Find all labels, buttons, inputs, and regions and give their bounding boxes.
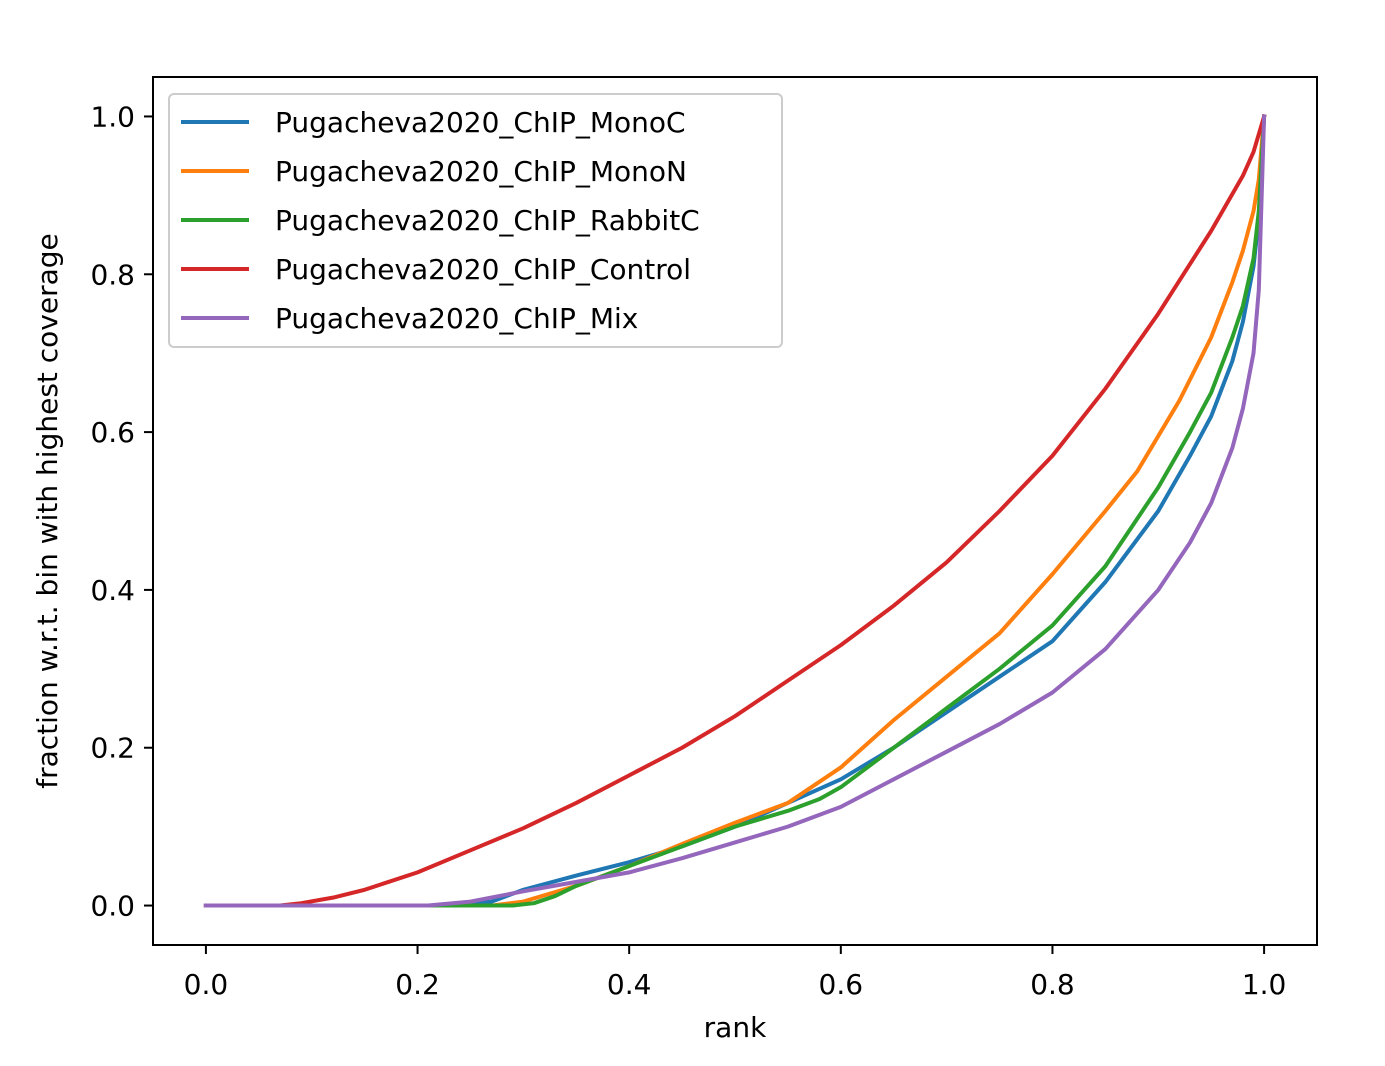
- y-tick-label: 0.8: [90, 258, 135, 291]
- x-tick-label: 0.4: [607, 968, 652, 1001]
- series-line-5: [203, 114, 1267, 908]
- y-tick-label: 1.0: [90, 100, 135, 133]
- plot-lines: [203, 113, 1267, 908]
- legend-box: [168, 93, 783, 348]
- x-tick-label: 0.2: [395, 968, 440, 1001]
- x-tick-label: 0.6: [819, 968, 864, 1001]
- legend-label-1: Pugacheva2020_ChIP_MonoC: [275, 106, 686, 139]
- legend-label-2: Pugacheva2020_ChIP_MonoN: [275, 155, 687, 188]
- y-axis-title: fraction w.r.t. bin with highest coverag…: [31, 233, 64, 789]
- x-axis-title: rank: [704, 1011, 767, 1044]
- y-tick-label: 0.0: [90, 890, 135, 923]
- legend: Pugacheva2020_ChIP_MonoC Pugacheva2020_Ch…: [168, 93, 783, 348]
- x-tick-label: 0.8: [1030, 968, 1075, 1001]
- legend-label-5: Pugacheva2020_ChIP_Mix: [275, 302, 638, 335]
- series-line-3: [203, 114, 1267, 908]
- y-tick-label: 0.6: [90, 416, 135, 449]
- y-axis: 0.0 0.2 0.4 0.6 0.8 1.0: [90, 100, 153, 923]
- series-line-4: [203, 113, 1267, 908]
- x-tick-label: 0.0: [184, 968, 229, 1001]
- series-line-1: [203, 114, 1267, 908]
- axes-frame: [152, 76, 1318, 946]
- y-tick-label: 0.4: [90, 574, 135, 607]
- legend-label-3: Pugacheva2020_ChIP_RabbitC: [275, 204, 700, 237]
- x-axis: 0.0 0.2 0.4 0.6 0.8 1.0: [184, 945, 1287, 1001]
- y-tick-label: 0.2: [90, 732, 135, 765]
- x-tick-label: 1.0: [1242, 968, 1287, 1001]
- legend-label-4: Pugacheva2020_ChIP_Control: [275, 253, 691, 286]
